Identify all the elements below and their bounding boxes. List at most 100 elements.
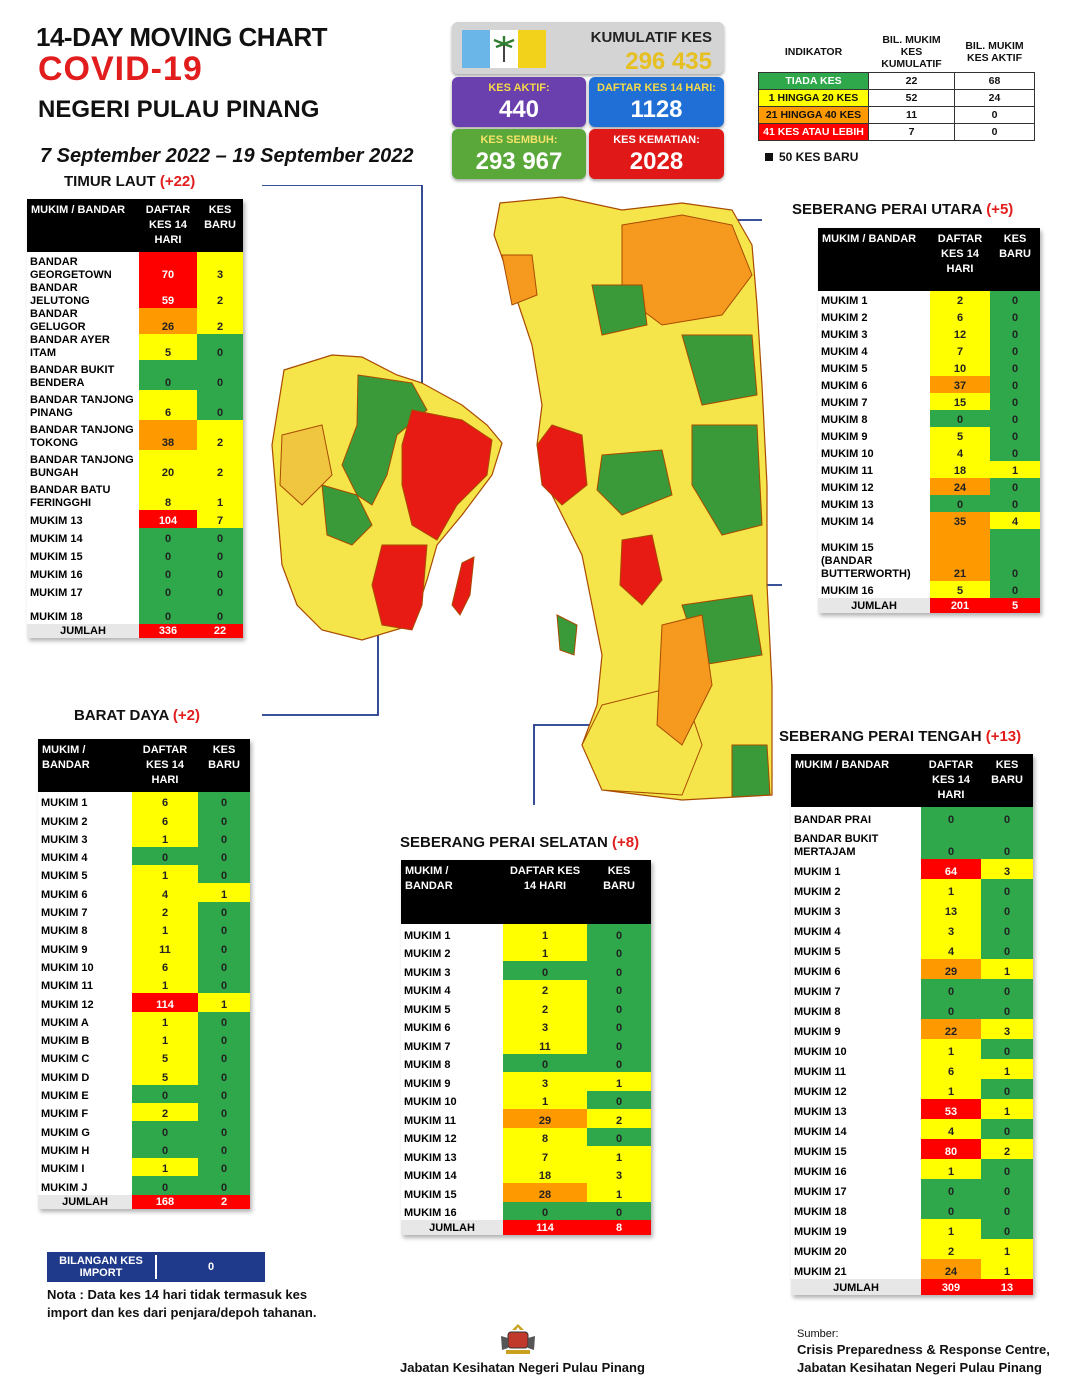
mukim-name: MUKIM 5 [401,998,503,1017]
daftar-kes-cell: 1 [132,828,198,847]
kumulatif-value: 296 435 [625,48,712,75]
table-row: MUKIM 15 28 1 [401,1183,651,1202]
mukim-name: MUKIM 8 [38,920,132,939]
daftar-kes-cell: 0 [921,1179,981,1199]
table-row: BANDAR GEORGETOWN 70 3 [27,252,243,282]
daftar-kes-cell: 0 [921,979,981,999]
daftar-kes-cell: 59 [139,282,197,308]
mukim-name: MUKIM 12 [818,478,930,495]
col-header-daftar: DAFTAR KES 14 HARI [921,754,981,807]
daftar-kes-cell: 0 [132,846,198,866]
daftar-kes-cell: 12 [930,325,990,342]
daftar-kes-cell: 0 [139,564,197,582]
kes-baru-cell: 0 [197,334,243,360]
table-row: MUKIM 11 29 2 [401,1109,651,1128]
region-delta: (+13) [985,728,1022,745]
region-table-timur-laut: MUKIM / BANDAR DAFTAR KES 14 HARI KES BARU… [27,199,243,638]
total-label: JUMLAH [401,1220,503,1235]
mukim-name: BANDAR TANJONG TOKONG [27,420,139,450]
daftar-kes-cell: 70 [139,252,197,282]
daftar-kes-cell: 104 [139,510,197,528]
mukim-name: MUKIM 10 [401,1090,503,1109]
daftar-kes-cell: 80 [921,1139,981,1159]
kes-baru-cell: 0 [198,1029,250,1049]
mukim-name: MUKIM 1 [38,792,132,811]
mukim-name: MUKIM A [38,1011,132,1030]
mukim-name: MUKIM D [38,1066,132,1085]
daftar-kes-cell: 0 [132,1084,198,1104]
kes-baru-cell: 4 [990,512,1040,529]
kes-baru-cell: 0 [981,1079,1033,1099]
daftar-kes-cell: 5 [132,1048,198,1067]
daftar-kes-cell: 1 [921,1039,981,1059]
kumulatif-label: KUMULATIF KES [590,29,712,46]
mukim-name: MUKIM 11 [818,461,930,478]
indicator-kumulatif: 7 [868,123,955,141]
total-label: JUMLAH [27,624,139,638]
region-name: SEBERANG PERAI TENGAH [779,728,982,745]
mukim-name: MUKIM 9 [401,1072,503,1091]
daftar-kes-cell: 15 [930,393,990,410]
total-baru: 2 [198,1194,250,1209]
kes-baru-cell: 0 [587,1127,651,1146]
indicator-aktif: 68 [954,72,1035,90]
table-row: BANDAR TANJONG TOKONG 38 2 [27,420,243,450]
daftar-kes-cell: 0 [930,495,990,512]
daftar-kes-cell: 2 [132,901,198,921]
source-line-2: Jabatan Kesihatan Negeri Pulau Pinang [797,1360,1042,1375]
mukim-name: MUKIM 6 [818,376,930,393]
mukim-name: BANDAR BUKIT MERTAJAM [791,827,921,859]
mukim-name: MUKIM 11 [401,1109,503,1128]
table-row: BANDAR AYER ITAM 5 0 [27,334,243,360]
kes-baru-cell: 0 [990,359,1040,376]
mukim-name: MUKIM 6 [38,883,132,902]
kes-baru-cell: 0 [198,810,250,829]
daftar-kes-cell: 11 [503,1035,587,1054]
daftar-kes-cell: 18 [930,461,990,478]
mukim-name: MUKIM 9 [38,938,132,957]
kematian-label: KES KEMATIAN: [613,134,700,146]
mukim-name: MUKIM 16 [401,1201,503,1220]
mukim-name: MUKIM 13 [401,1146,503,1165]
mukim-name: MUKIM 6 [401,1016,503,1035]
mukim-name: MUKIM 7 [818,393,930,410]
table-row: MUKIM 1 64 3 [791,859,1033,879]
daftar-kes-cell: 24 [921,1259,981,1279]
kes-baru-cell: 3 [981,859,1033,879]
daftar-kes-cell: 3 [503,1016,587,1035]
mukim-name: MUKIM 3 [791,899,921,919]
malaysia-emblem-icon [501,1324,535,1354]
mukim-name: MUKIM 5 [791,939,921,959]
table-row: BANDAR GELUGOR 26 2 [27,308,243,334]
mukim-name: MUKIM F [38,1103,132,1122]
daftar-kes-cell: 28 [503,1183,587,1202]
table-row: MUKIM 14 0 0 [27,528,243,546]
kes-baru-cell: 0 [198,1084,250,1104]
mukim-name: MUKIM 13 [27,510,139,528]
daftar-kes-cell: 1 [132,974,198,994]
total-baru: 5 [990,598,1040,613]
col-header-daftar: DAFTAR KES 14 HARI [139,199,197,252]
daftar-kes-cell: 4 [921,1119,981,1139]
table-row: MUKIM 15 80 2 [791,1139,1033,1159]
daftar-kes-cell: 1 [921,879,981,899]
mukim-name: BANDAR PRAI [791,807,921,827]
kes-baru-cell: 0 [198,1103,250,1122]
daftar-kes-cell: 1 [921,1159,981,1179]
daftar-kes-cell: 13 [921,899,981,919]
kes-baru-cell: 0 [198,846,250,866]
kes-baru-cell: 0 [990,325,1040,342]
indicator-aktif: 0 [954,123,1035,141]
mukim-name: MUKIM I [38,1157,132,1177]
daftar-kes-cell: 6 [921,1059,981,1079]
indicator-row: 41 KES ATAU LEBIH 7 0 [758,123,1035,141]
table-row: MUKIM 9 11 0 [38,938,250,957]
aktif-label: KES AKTIF: [488,82,550,94]
mukim-name: MUKIM 16 [27,564,139,582]
